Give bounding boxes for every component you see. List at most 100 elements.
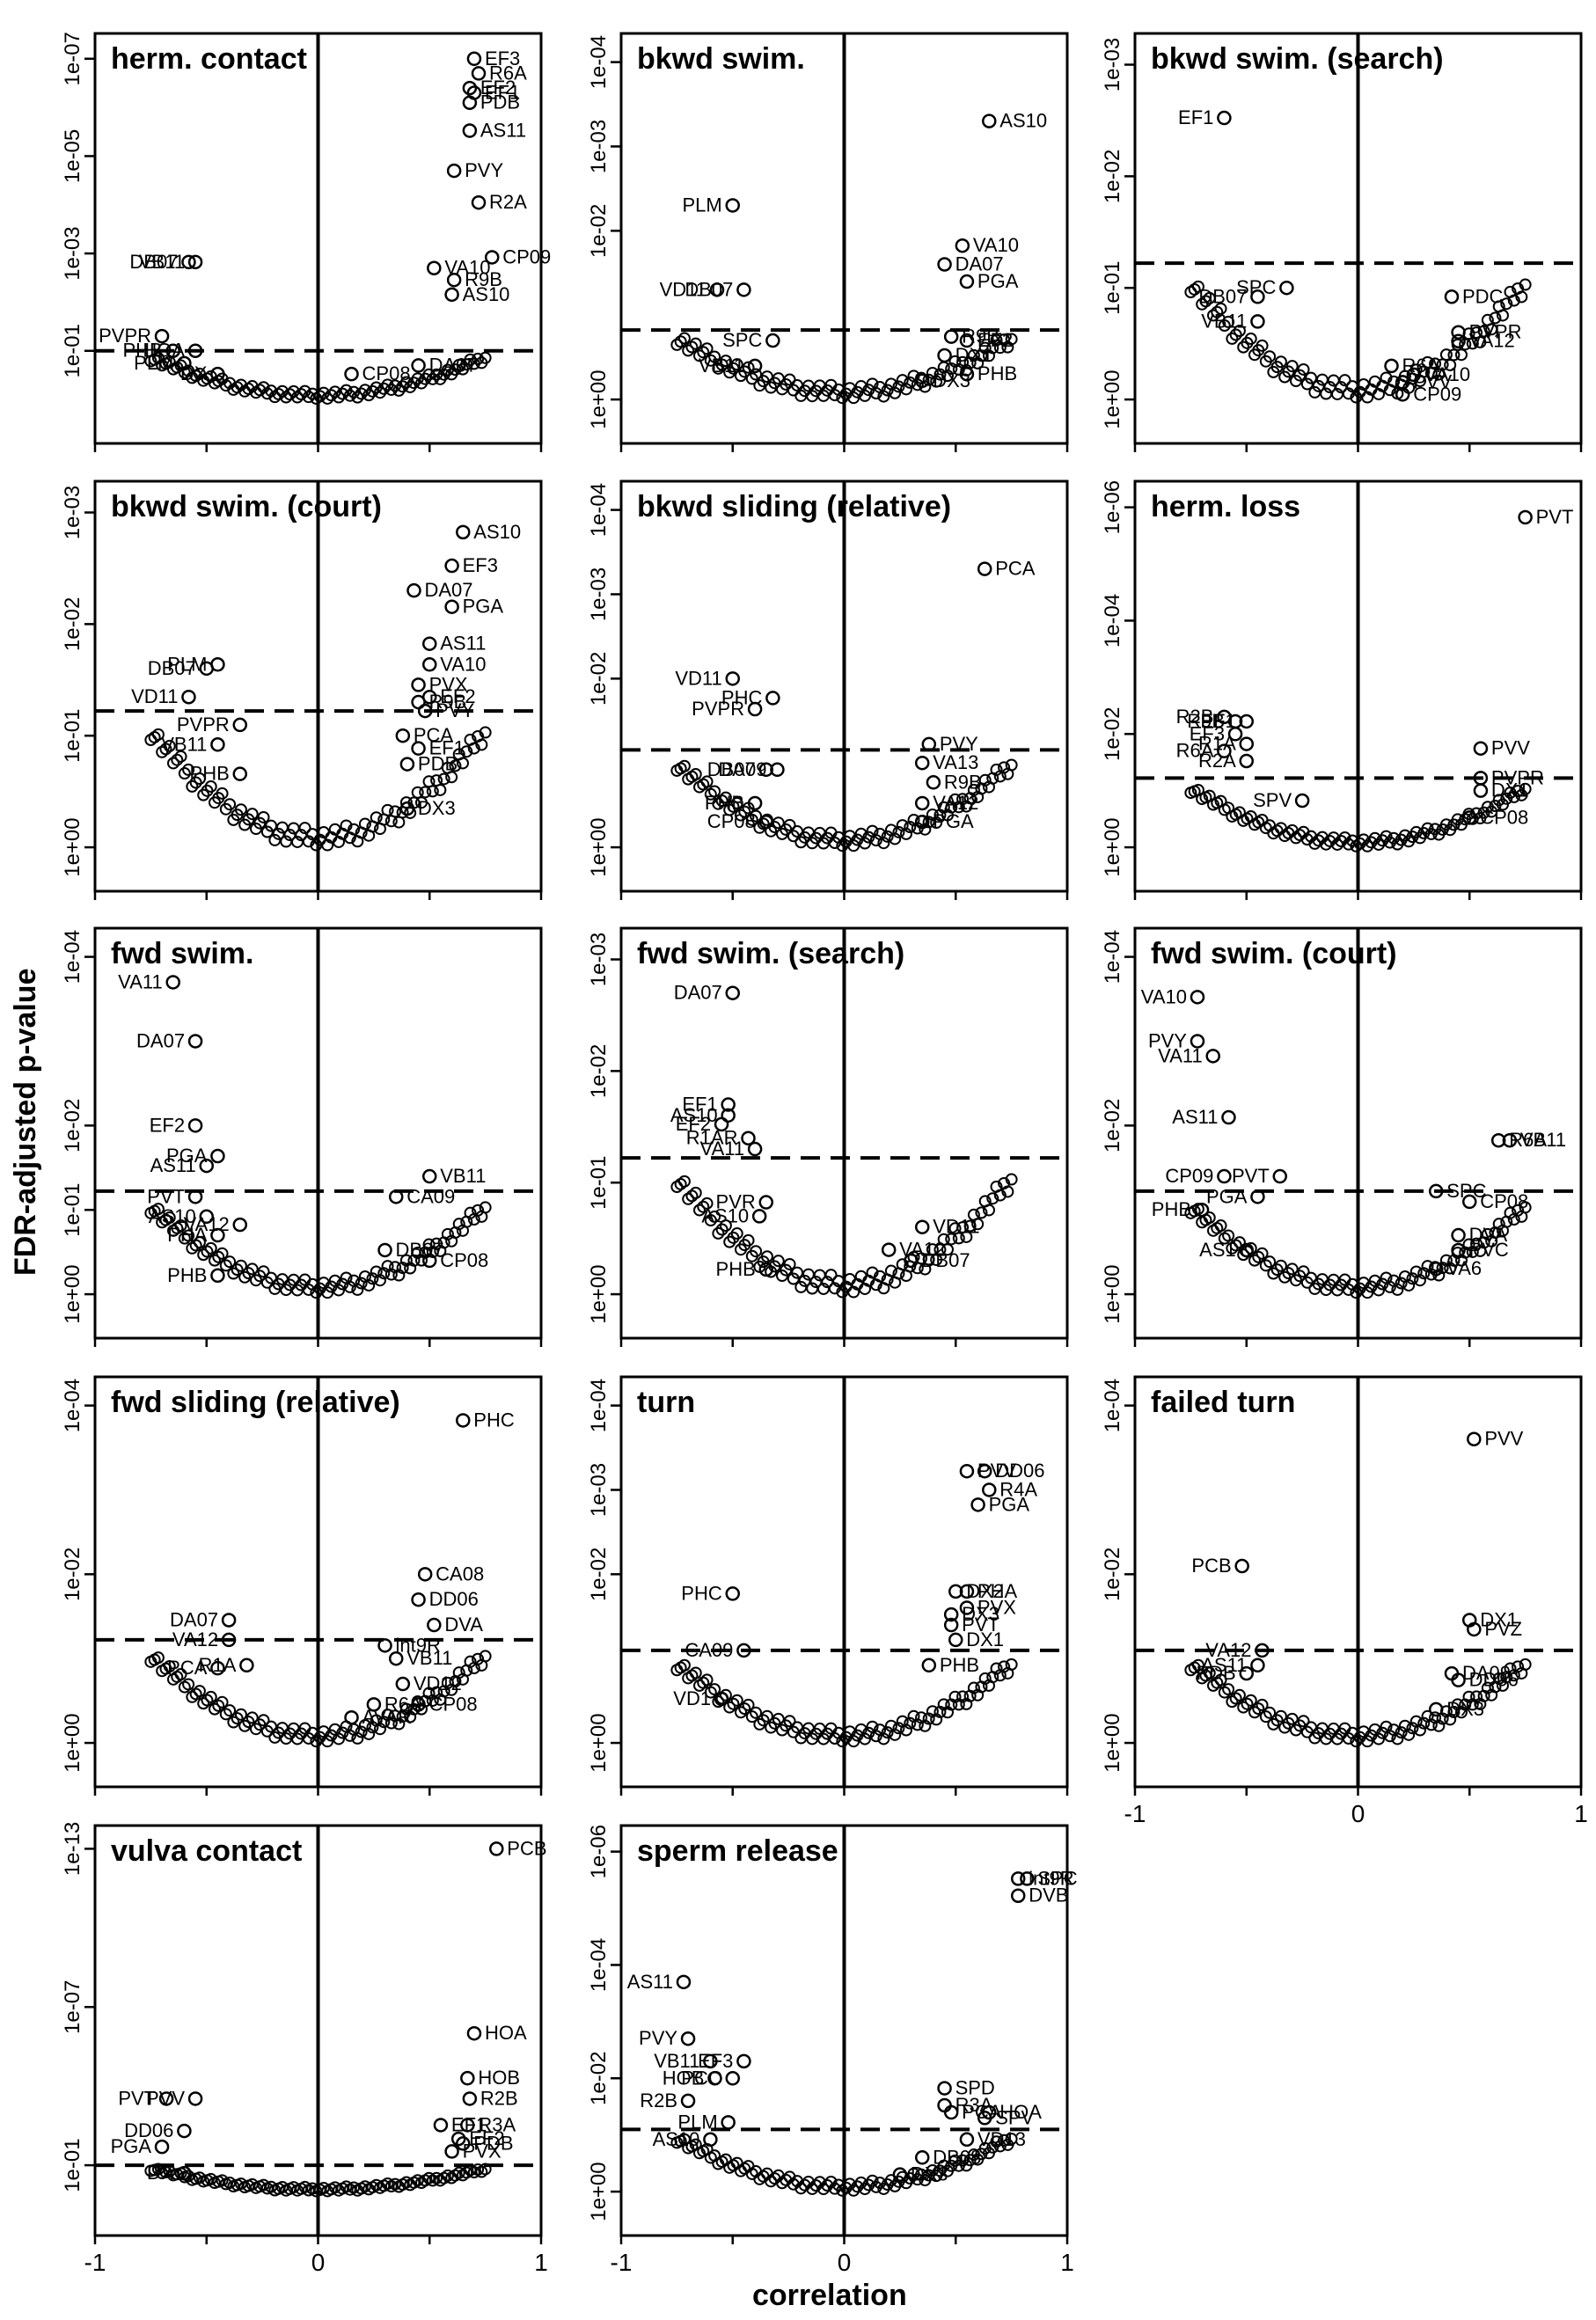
- point-label: EF2: [469, 2127, 504, 2149]
- data-point: [1467, 1431, 1482, 1446]
- point-label: R2B: [1176, 706, 1214, 728]
- background-point: [1263, 1706, 1277, 1719]
- background-point: [1372, 838, 1385, 851]
- y-tick-label: 1e-07: [61, 32, 84, 85]
- data-point: [377, 1638, 392, 1653]
- point-label: PVT: [118, 2087, 156, 2109]
- point-label: CA09: [685, 1639, 733, 1661]
- point-label: CA08: [436, 1563, 484, 1584]
- background-point: [847, 2184, 860, 2197]
- data-point: [395, 728, 411, 743]
- point-label: PDB: [418, 753, 458, 775]
- background-point: [877, 1732, 890, 1745]
- point-label: VA12: [933, 792, 978, 814]
- point-label: AS11: [480, 119, 526, 141]
- background-point: [377, 382, 391, 395]
- data-point: [388, 1650, 404, 1666]
- background-point: [993, 1189, 1007, 1202]
- background-point: [730, 1226, 743, 1240]
- background-point: [941, 1243, 954, 1256]
- point-label: PHB: [977, 362, 1017, 384]
- point-label: VA11: [700, 1138, 745, 1160]
- point-label: R1A: [199, 1654, 237, 1676]
- background-point: [1429, 357, 1442, 370]
- background-point: [677, 1658, 691, 1672]
- data-point: [1239, 736, 1254, 751]
- background-point: [396, 380, 409, 393]
- background-point: [704, 1214, 717, 1227]
- background-point: [182, 2170, 195, 2183]
- background-point: [1256, 1247, 1269, 1260]
- x-tick-label: 0: [311, 2249, 326, 2276]
- point-label: EF1: [682, 1094, 717, 1116]
- background-point: [708, 1210, 721, 1223]
- background-point: [1380, 830, 1393, 843]
- data-point: [232, 766, 248, 781]
- data-point: [1451, 1672, 1466, 1687]
- background-point: [377, 1267, 391, 1280]
- background-point: [479, 726, 492, 739]
- background-point: [223, 1704, 237, 1717]
- point-label: PDB: [473, 2132, 513, 2154]
- point-label: SPC: [1037, 1867, 1077, 1889]
- data-point: [1217, 743, 1232, 758]
- data-point: [904, 1253, 919, 1269]
- point-label: PVV: [146, 2087, 185, 2109]
- background-point: [874, 2177, 887, 2190]
- background-point: [1270, 1263, 1284, 1277]
- data-point: [1451, 333, 1466, 348]
- background-point: [1285, 1712, 1299, 1725]
- background-point: [1413, 1724, 1426, 1737]
- background-point: [1248, 1254, 1262, 1267]
- data-point: [765, 691, 780, 706]
- y-tick-label: 1e-13: [61, 1822, 84, 1876]
- point-label: PVPR: [99, 325, 151, 347]
- background-point: [1214, 1219, 1227, 1233]
- background-point: [735, 370, 748, 383]
- data-point: [1010, 1888, 1026, 1903]
- data-point: [1272, 1168, 1288, 1184]
- point-label: R3A: [478, 2113, 516, 2135]
- y-tick-label: 1e-01: [61, 324, 84, 377]
- background-point: [998, 333, 1011, 347]
- point-label: PDB: [1197, 1662, 1236, 1684]
- data-point: [721, 1097, 736, 1112]
- background-point: [1267, 1267, 1280, 1280]
- background-point: [1462, 1238, 1475, 1251]
- background-point: [343, 389, 356, 402]
- y-tick-label: 1e-02: [1101, 1099, 1124, 1153]
- background-point: [753, 1717, 766, 1731]
- data-point: [471, 66, 487, 81]
- data-point: [914, 2150, 930, 2165]
- background-point: [907, 1250, 920, 1263]
- background-point: [719, 1219, 732, 1232]
- point-label: R9B: [944, 771, 982, 793]
- background-point: [1402, 1728, 1416, 1741]
- background-point: [772, 1255, 785, 1268]
- background-point: [1417, 1716, 1431, 1730]
- background-point: [1233, 1236, 1246, 1249]
- data-point: [959, 366, 975, 382]
- background-point: [760, 1250, 773, 1263]
- point-label: PGA: [463, 596, 504, 618]
- point-label: DVA: [1469, 1224, 1508, 1246]
- point-label: AS10: [670, 1104, 718, 1126]
- data-point: [703, 2053, 718, 2069]
- background-point: [922, 816, 935, 829]
- background-point: [238, 1270, 252, 1284]
- background-point: [750, 809, 763, 823]
- background-point: [960, 1230, 973, 1243]
- background-point: [919, 1719, 932, 1732]
- y-tick-label: 1e-03: [1101, 38, 1124, 91]
- background-point: [877, 837, 890, 850]
- background-point: [156, 745, 169, 758]
- data-point: [232, 717, 248, 733]
- data-point: [921, 1658, 937, 1673]
- y-tick-label: 1e-02: [1101, 150, 1124, 203]
- background-point: [437, 772, 450, 786]
- background-point: [1477, 325, 1490, 338]
- data-point: [725, 1586, 740, 1601]
- background-point: [193, 1685, 206, 1698]
- background-point: [231, 1263, 244, 1277]
- data-point: [914, 814, 930, 830]
